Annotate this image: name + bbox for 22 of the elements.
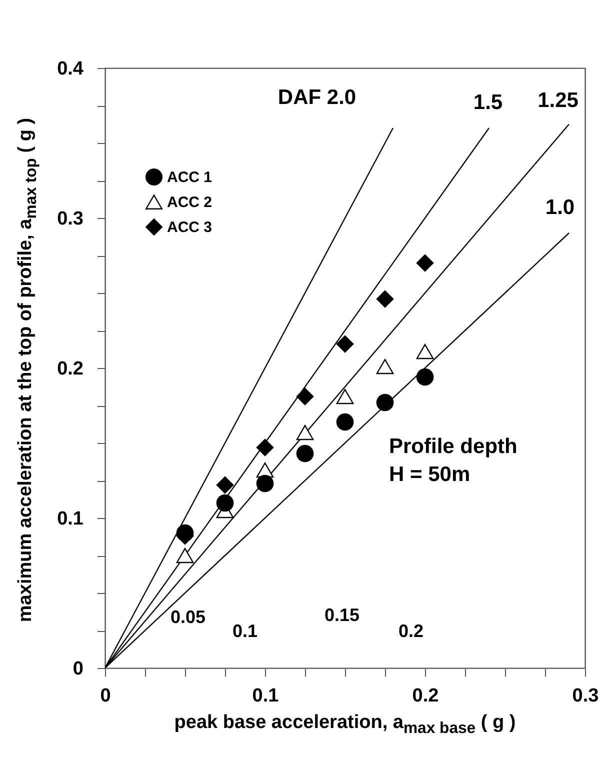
x-tick-label: 0.1 (252, 686, 280, 706)
x-tick-label: 0.3 (572, 686, 599, 706)
annotation: DAF 2.0 (278, 86, 356, 109)
x-tick-label: 0 (100, 686, 111, 706)
x-axis-title: peak base acceleration, a$_{max base}$ ( g ) (173, 712, 517, 738)
annotation: 1.5 (473, 91, 503, 114)
y-tick-label: 0 (72, 658, 84, 680)
annotation: 1.0 (545, 196, 575, 219)
annotation: 1.25 (538, 89, 579, 112)
legend-label: ACC 1 (167, 169, 212, 186)
y-tick-label: 0.1 (57, 508, 84, 530)
legend-label: ACC 2 (167, 194, 212, 211)
legend-label: ACC 3 (167, 219, 212, 236)
annotation: 0.15 (324, 605, 360, 625)
annotation: 0.1 (232, 621, 258, 641)
y-tick-label: 0.2 (57, 358, 84, 380)
x-tick-label: 0.2 (412, 686, 439, 706)
y-tick-label: 0.4 (57, 58, 84, 80)
annotation: Profile depth H = 50m (389, 435, 518, 486)
annotation: 0.05 (170, 607, 206, 627)
annotation: 0.2 (398, 621, 424, 641)
y-tick-label: 0.3 (57, 208, 84, 230)
